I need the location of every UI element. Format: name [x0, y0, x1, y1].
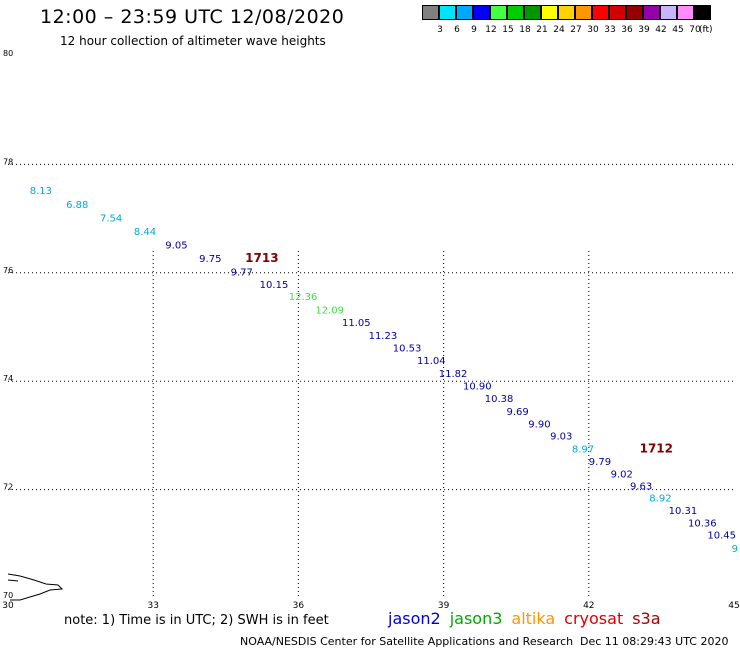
color-swatch — [694, 5, 711, 20]
color-scale-label: 27 — [570, 25, 582, 35]
wave-height-label: 8.13 — [30, 186, 52, 197]
color-scale-label: 3 — [437, 25, 443, 35]
color-scale-label: 6 — [454, 25, 460, 35]
wave-height-label: 9.77 — [231, 268, 253, 279]
legend-jason3: jason3 — [449, 609, 503, 628]
wave-height-label: 10.15 — [260, 280, 289, 291]
color-scale-label: 24 — [553, 25, 565, 35]
wave-height-label: 9.63 — [630, 482, 652, 493]
color-scale-label: 12 — [485, 25, 497, 35]
coastline — [7, 573, 64, 601]
note-text: note: 1) Time is in UTC; 2) SWH is in fe… — [64, 613, 329, 628]
wave-height-label: 10.53 — [393, 343, 422, 354]
wave-height-label: 9.05 — [165, 240, 187, 251]
color-scale-label: 42 — [655, 25, 667, 35]
color-swatch — [507, 5, 524, 20]
color-swatch — [609, 5, 626, 20]
color-swatch — [558, 5, 575, 20]
y-tick-label: 74 — [3, 374, 13, 383]
wave-height-label: 12.09 — [315, 305, 344, 316]
color-swatch — [439, 5, 456, 20]
orbit-number-label: 1712 — [640, 442, 673, 456]
color-scale-unit: (ft) — [699, 25, 713, 35]
x-tick-label: 39 — [438, 601, 450, 611]
x-tick-label: 33 — [147, 601, 158, 611]
legend-s3a: s3a — [632, 609, 661, 628]
satellite-legend: jason2 jason3 altika cryosat s3a — [388, 609, 670, 628]
wave-height-label: 9 — [732, 544, 738, 555]
color-swatch — [490, 5, 507, 20]
chart-title: 12:00 – 23:59 UTC 12/08/2020 — [40, 6, 345, 28]
color-swatch — [456, 5, 473, 20]
color-scale-label: 33 — [604, 25, 616, 35]
orbit-number-label: 1713 — [245, 251, 278, 265]
wave-height-label: 10.36 — [688, 518, 717, 529]
color-scale-label: 39 — [638, 25, 650, 35]
y-tick-label: 78 — [3, 157, 13, 166]
wave-height-label: 9.90 — [528, 419, 550, 430]
credit-text: NOAA/NESDIS Center for Satellite Applica… — [240, 635, 574, 648]
color-scale-label: 36 — [621, 25, 633, 35]
color-swatch — [592, 5, 609, 20]
wave-height-label: 10.31 — [669, 506, 698, 517]
wave-height-label: 11.82 — [439, 369, 468, 380]
legend-altika: altika — [511, 609, 556, 628]
color-scale-label: 70 — [689, 25, 701, 35]
x-tick-label: 42 — [583, 601, 594, 611]
color-swatch — [660, 5, 677, 20]
color-scale-label: 18 — [519, 25, 531, 35]
color-swatch — [643, 5, 660, 20]
wave-height-label: 8.97 — [572, 445, 594, 456]
wave-height-label: 10.90 — [463, 381, 492, 392]
color-swatch — [524, 5, 541, 20]
generated-timestamp: Dec 11 08:29:43 UTC 2020 — [580, 635, 729, 648]
x-tick-label: 36 — [293, 601, 305, 611]
wave-height-label: 10.45 — [707, 530, 736, 541]
y-tick-label: 80 — [3, 49, 13, 58]
legend-cryosat: cryosat — [564, 609, 624, 628]
wave-height-label: 12.36 — [289, 292, 318, 303]
chart-subtitle: 12 hour collection of altimeter wave hei… — [60, 34, 326, 48]
wave-height-label: 9.75 — [199, 254, 221, 265]
color-swatch — [677, 5, 694, 20]
color-scale-label: 15 — [502, 25, 514, 35]
color-scale-label: 45 — [672, 25, 684, 35]
coastline — [7, 579, 19, 582]
color-swatch — [575, 5, 592, 20]
wave-height-label: 10.38 — [485, 394, 514, 405]
color-swatch — [422, 5, 439, 20]
color-swatch — [626, 5, 643, 20]
color-swatch — [541, 5, 558, 20]
color-scale-label: 9 — [471, 25, 477, 35]
color-scale-label: 30 — [587, 25, 599, 35]
wave-height-label: 7.54 — [100, 213, 122, 224]
y-tick-label: 70 — [3, 591, 13, 600]
wave-height-label: 9.02 — [611, 470, 633, 481]
wave-height-label: 11.04 — [417, 356, 446, 367]
wave-height-label: 8.44 — [134, 227, 156, 238]
color-scale-label: 21 — [536, 25, 548, 35]
wave-height-label: 11.23 — [369, 331, 398, 342]
y-tick-label: 72 — [3, 483, 13, 492]
wave-height-label: 9.79 — [589, 457, 611, 468]
wave-height-label: 9.03 — [550, 432, 572, 443]
legend-jason2: jason2 — [388, 609, 441, 628]
wave-height-label: 6.88 — [66, 200, 88, 211]
wave-height-label: 11.05 — [342, 318, 371, 329]
y-tick-label: 76 — [3, 266, 13, 275]
wave-height-label: 9.69 — [507, 407, 529, 418]
color-swatch — [473, 5, 490, 20]
wave-height-label: 8.92 — [649, 494, 671, 505]
x-tick-label: 45 — [728, 601, 739, 611]
x-tick-label: 30 — [2, 601, 14, 611]
